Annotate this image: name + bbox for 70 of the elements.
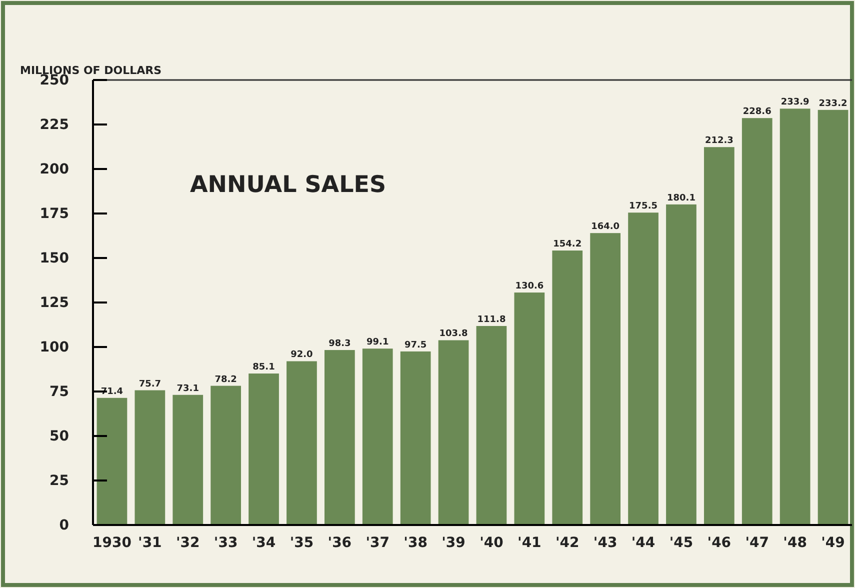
y-tick-label: 125 xyxy=(40,294,69,311)
x-tick-label: '37 xyxy=(366,534,390,551)
bar xyxy=(96,398,128,525)
y-tick-label: 175 xyxy=(40,206,69,222)
data-label: 103.8 xyxy=(439,329,468,340)
bar xyxy=(400,351,431,525)
bar xyxy=(514,292,545,525)
x-tick-label: '38 xyxy=(404,534,428,551)
bar xyxy=(362,348,393,525)
x-tick-label: '45 xyxy=(669,534,694,551)
x-tick-label: '33 xyxy=(214,534,238,551)
x-tick-label: 1930 xyxy=(92,534,132,551)
data-label: 180.1 xyxy=(666,193,696,204)
data-label: 75.7 xyxy=(138,379,162,390)
bar xyxy=(590,233,621,525)
x-tick-label: '43 xyxy=(593,534,618,551)
x-tick-label: '40 xyxy=(480,534,504,551)
data-label: 130.6 xyxy=(515,282,544,292)
y-tick-label: 200 xyxy=(40,161,70,178)
x-tick-label: '36 xyxy=(328,534,352,551)
bar xyxy=(134,390,166,525)
bar xyxy=(324,350,355,525)
data-label: 154.2 xyxy=(553,240,582,250)
y-tick-label: 50 xyxy=(50,428,70,444)
x-tick-label: '34 xyxy=(252,534,276,551)
bar xyxy=(818,110,848,525)
x-tick-label: '47 xyxy=(745,534,770,551)
y-tick-label: 75 xyxy=(50,384,69,400)
x-tick-label: '48 xyxy=(783,534,807,551)
data-label: 175.5 xyxy=(629,202,658,212)
bar xyxy=(552,250,583,525)
bar xyxy=(628,212,658,525)
data-label: 92.0 xyxy=(290,350,313,360)
y-tick-label: 25 xyxy=(50,472,69,489)
bar xyxy=(476,326,507,525)
x-tick-label: '46 xyxy=(707,534,732,551)
data-label: 97.5 xyxy=(404,340,427,350)
data-label: 233.2 xyxy=(818,98,848,109)
bar xyxy=(286,361,317,525)
bar xyxy=(210,386,242,525)
y-tick-label: 150 xyxy=(40,250,70,266)
x-tick-label: '41 xyxy=(518,534,542,551)
data-label: 85.1 xyxy=(252,362,275,373)
bar xyxy=(172,394,204,525)
bar xyxy=(704,147,734,525)
bar xyxy=(666,204,696,525)
x-tick-label: '31 xyxy=(138,534,162,551)
data-label: 98.3 xyxy=(328,339,351,350)
x-tick-label: '35 xyxy=(290,534,314,551)
bar xyxy=(780,108,810,525)
bar xyxy=(248,374,279,525)
y-tick-label: 0 xyxy=(59,517,70,534)
x-tick-label: '39 xyxy=(442,534,466,551)
data-label: 164.0 xyxy=(591,222,620,232)
data-label: 78.2 xyxy=(214,374,237,385)
data-label: 111.8 xyxy=(477,314,506,325)
data-label: 212.3 xyxy=(704,136,734,146)
x-tick-label: '32 xyxy=(176,534,200,551)
y-tick-label: 100 xyxy=(40,339,70,356)
x-tick-label: '42 xyxy=(555,534,580,551)
data-label: 99.1 xyxy=(366,338,389,348)
y-tick-label: 225 xyxy=(40,116,69,133)
bar xyxy=(742,118,772,525)
x-tick-label: '49 xyxy=(821,534,845,551)
data-label: 228.6 xyxy=(742,107,772,118)
data-label: 233.9 xyxy=(780,98,810,108)
x-tick-label: '44 xyxy=(631,534,656,551)
bar xyxy=(438,340,469,525)
text: ANNUAL SALES xyxy=(190,172,386,198)
data-label: 73.1 xyxy=(176,384,199,394)
